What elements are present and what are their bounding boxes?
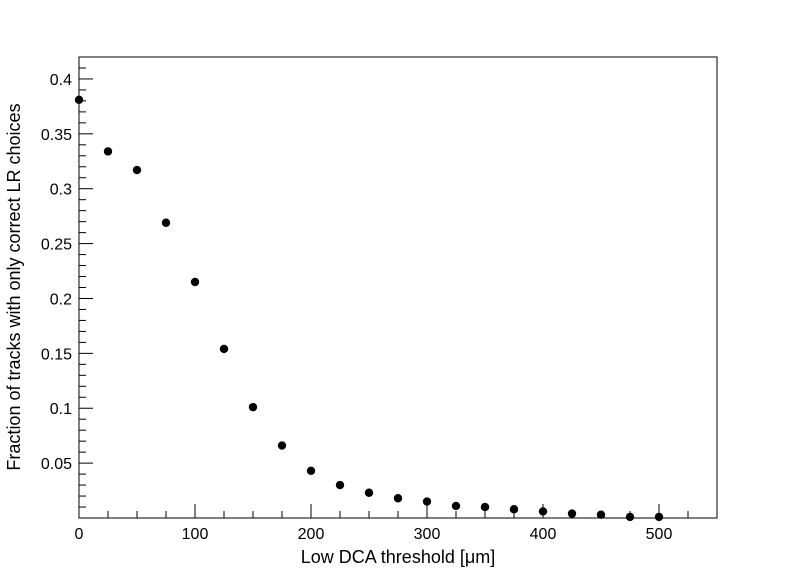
- y-tick-label: 0.1: [50, 401, 72, 418]
- data-point: [364, 488, 374, 497]
- x-tick-label: 0: [75, 526, 84, 543]
- data-point: [306, 466, 316, 476]
- data-point: [219, 344, 229, 354]
- y-tick-label: 0.05: [41, 456, 72, 473]
- x-axis-title: Low DCA threshold [μm]: [301, 547, 495, 567]
- data-point: [190, 277, 200, 287]
- data-point: [103, 147, 113, 156]
- data-point: [422, 497, 432, 506]
- x-tick-labels: 0 100 200 300 400 500: [75, 526, 673, 543]
- y-tick-label: 0.35: [41, 127, 72, 144]
- y-tick-label: 0.15: [41, 346, 72, 363]
- data-point: [509, 505, 519, 514]
- data-point: [567, 509, 577, 518]
- data-point: [132, 165, 142, 175]
- y-tick-label: 0.3: [50, 182, 72, 199]
- data-point: [248, 402, 258, 412]
- x-tick-label: 200: [298, 526, 325, 543]
- y-axis-title: Fraction of tracks with only correct LR …: [4, 103, 24, 470]
- x-tick-label: 100: [182, 526, 209, 543]
- plot-frame: [78, 56, 718, 519]
- y-tick-label: 0.2: [50, 291, 72, 308]
- data-points: [74, 95, 664, 522]
- data-point: [161, 218, 171, 227]
- data-point: [625, 512, 635, 522]
- data-point: [393, 494, 403, 503]
- data-point: [335, 480, 345, 490]
- y-tick-labels: 0.05 0.1 0.15 0.2 0.25 0.3 0.35 0.4: [41, 72, 72, 473]
- data-point: [451, 501, 461, 511]
- x-tick-label: 500: [646, 526, 673, 543]
- y-tick-label: 0.4: [50, 72, 72, 89]
- x-tick-label: 400: [530, 526, 557, 543]
- data-point: [538, 507, 548, 516]
- y-tick-label: 0.25: [41, 237, 72, 254]
- data-point: [654, 512, 664, 522]
- x-tick-label: 300: [414, 526, 441, 543]
- data-point: [480, 502, 490, 512]
- data-point: [596, 510, 606, 519]
- data-point: [277, 441, 287, 450]
- axis-ticks: [78, 56, 718, 519]
